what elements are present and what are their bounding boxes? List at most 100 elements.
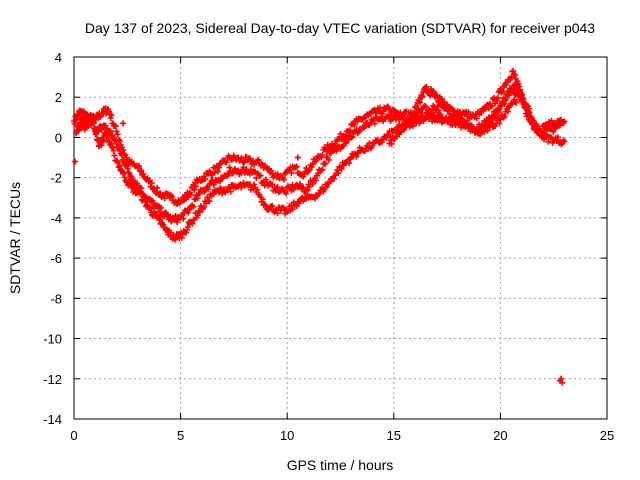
data-point [478, 110, 485, 117]
data-point [72, 158, 79, 165]
data-point [245, 182, 252, 189]
data-point [346, 160, 353, 167]
data-point [229, 170, 236, 177]
data-point [274, 171, 281, 178]
data-point [108, 140, 115, 147]
data-point [108, 112, 115, 119]
data-point [180, 215, 187, 222]
data-point [300, 173, 307, 180]
data-point [116, 162, 123, 169]
data-point [411, 119, 418, 126]
data-point [319, 166, 326, 173]
data-point [120, 170, 127, 177]
y-tick-label: -14 [43, 412, 62, 427]
data-point [113, 128, 120, 135]
data-point [445, 103, 452, 110]
data-point [405, 121, 412, 128]
data-point [411, 112, 418, 119]
data-point [281, 176, 288, 183]
data-point [128, 173, 135, 180]
data-point [459, 116, 466, 123]
data-point [489, 113, 496, 120]
data-point [111, 152, 118, 159]
data-point [279, 204, 286, 211]
data-point [518, 94, 525, 101]
data-point [208, 172, 215, 179]
data-point [76, 125, 83, 132]
data-point [98, 142, 105, 149]
data-point [481, 125, 488, 132]
data-points [71, 68, 568, 386]
x-axis-title: GPS time / hours [287, 457, 394, 473]
data-point [187, 191, 194, 198]
data-point [351, 121, 358, 128]
data-point [296, 180, 303, 187]
data-point [435, 107, 442, 114]
data-point [104, 134, 111, 141]
x-tick-label: 5 [177, 428, 184, 443]
data-point [140, 171, 147, 178]
data-point [417, 109, 424, 116]
data-point [110, 147, 117, 154]
data-point [195, 208, 202, 215]
data-point [136, 162, 143, 169]
data-point [450, 117, 457, 124]
data-point [269, 202, 276, 209]
data-point [223, 159, 230, 166]
data-point [417, 99, 424, 106]
data-point [227, 188, 234, 195]
data-point [255, 156, 262, 163]
data-point [559, 379, 566, 386]
data-point [334, 167, 341, 174]
data-point [262, 202, 269, 209]
data-point [202, 176, 209, 183]
data-point [257, 172, 264, 179]
data-point [93, 130, 100, 137]
data-point [413, 105, 420, 112]
data-point [183, 226, 190, 233]
data-point [504, 108, 511, 115]
y-tick-label: -2 [50, 171, 62, 186]
data-point [114, 131, 121, 138]
data-point [226, 185, 233, 192]
data-point [319, 152, 326, 159]
data-point [191, 186, 198, 193]
data-point [349, 133, 356, 140]
data-point [561, 118, 568, 125]
data-point [526, 105, 533, 112]
data-point [335, 170, 342, 177]
data-point [347, 127, 354, 134]
y-tick-label: -10 [43, 332, 62, 347]
data-point [284, 208, 291, 215]
y-tick-label: -8 [50, 291, 62, 306]
data-point [323, 148, 330, 155]
data-point [371, 120, 378, 127]
data-point [71, 120, 78, 127]
data-point [511, 71, 518, 78]
y-tick-label: 2 [55, 90, 62, 105]
chart-title: Day 137 of 2023, Sidereal Day-to-day VTE… [85, 20, 595, 36]
data-point [498, 102, 505, 109]
data-point [353, 153, 360, 160]
x-tick-label: 15 [387, 428, 401, 443]
data-point [102, 130, 109, 137]
data-point [138, 167, 145, 174]
data-point [208, 178, 215, 185]
data-point [269, 181, 276, 188]
data-point [422, 103, 429, 110]
data-point [157, 209, 164, 216]
data-point [469, 123, 476, 130]
y-tick-label: 0 [55, 130, 62, 145]
data-point [497, 116, 504, 123]
data-point [90, 119, 97, 126]
data-point [293, 163, 300, 170]
data-point [206, 198, 213, 205]
data-point [464, 117, 471, 124]
data-point [338, 166, 345, 173]
data-point [217, 178, 224, 185]
y-tick-label: -4 [50, 211, 62, 226]
data-point [323, 183, 330, 190]
x-tick-label: 10 [280, 428, 294, 443]
data-point [530, 117, 537, 124]
data-point [473, 115, 480, 122]
